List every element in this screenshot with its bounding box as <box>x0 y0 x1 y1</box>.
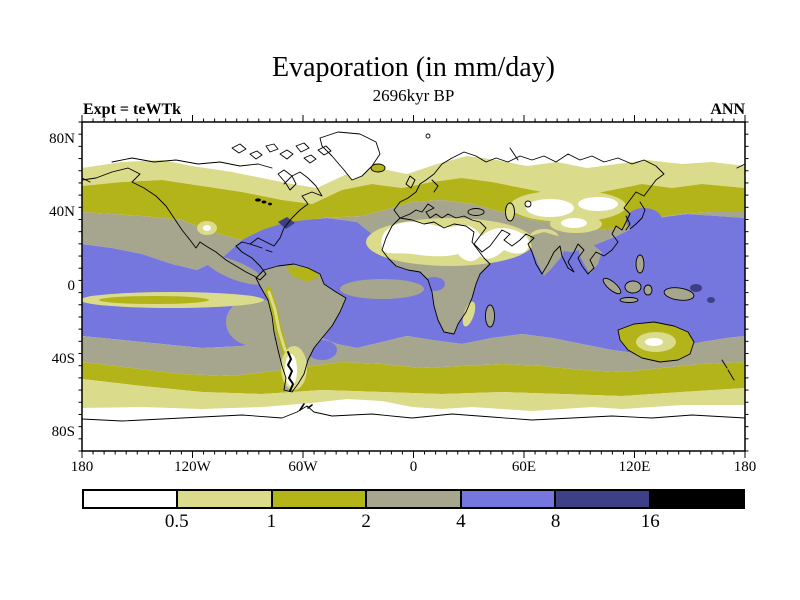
equatorial-atlantic-gray-tongue <box>340 279 424 299</box>
colorbar-cell-1 <box>176 491 271 507</box>
java <box>619 297 639 303</box>
madagascar <box>485 304 495 328</box>
lon-label-60W: 60W <box>288 459 318 475</box>
novaya-zemlya <box>509 147 519 161</box>
sea-of-japan-blue <box>626 208 662 232</box>
aral-sea <box>524 200 532 208</box>
colorbar-cell-4 <box>459 491 555 507</box>
map-art <box>82 122 745 451</box>
united-kingdom <box>405 175 416 189</box>
colorbar-cell-3 <box>365 491 460 507</box>
cuba-hispaniola <box>249 243 273 253</box>
lon-label-180: 180 <box>70 459 94 475</box>
lat-label-40S: 40S <box>51 350 75 367</box>
caspian-sea <box>505 202 515 222</box>
coastline-antarctica <box>82 405 745 422</box>
colorbar-cell-2 <box>270 491 366 507</box>
sulawesi <box>643 284 653 296</box>
colorbar-level-2: 2 <box>361 511 371 532</box>
plot-subtitle: 2696kyr BP <box>372 86 455 105</box>
black-sea <box>467 208 485 216</box>
lat-label-40N: 40N <box>49 204 75 221</box>
canadian-arctic-islands <box>231 142 332 164</box>
greenland <box>319 131 381 181</box>
coastline-eurasia <box>393 151 665 275</box>
coastline-north-america-east <box>235 171 323 275</box>
west-pacific-navy-spot-2 <box>707 297 715 303</box>
experiment-label: Expt = teWTk <box>83 101 182 118</box>
hudson-bay <box>277 169 297 191</box>
bering-strait-edges <box>82 163 745 183</box>
coastline-south-america <box>255 263 347 393</box>
colorbar-level-4: 4 <box>456 511 466 532</box>
axis-ticks <box>78 115 749 458</box>
lat-label-0: 0 <box>67 277 76 294</box>
lon-label-60E: 60E <box>511 459 537 475</box>
season-label: ANN <box>710 101 745 118</box>
tibet-white <box>561 218 587 228</box>
band-pale-south <box>82 379 745 411</box>
borneo <box>624 280 642 294</box>
band-gray-south <box>82 334 745 376</box>
andes-mountain-line <box>287 351 294 392</box>
lon-label-120W: 120W <box>174 459 211 475</box>
sumatra <box>602 277 622 295</box>
japan <box>629 201 646 230</box>
coastline-arctic-canada <box>111 157 273 169</box>
us-southwest-white <box>203 225 211 231</box>
australia-white-center <box>645 338 663 346</box>
lon-label-120E: 120E <box>618 459 651 475</box>
colorbar-level-0.5: 0.5 <box>164 511 189 532</box>
new-zealand <box>721 359 735 381</box>
congo-blue-spot <box>423 277 445 291</box>
coastline-africa <box>381 217 491 335</box>
colorbar-level-16: 16 <box>640 511 660 532</box>
svalbard <box>425 133 431 139</box>
iceland <box>370 163 386 173</box>
south-america-fill <box>256 264 346 392</box>
central-asia-white-1 <box>526 199 574 217</box>
west-pacific-navy-spot-1 <box>690 284 702 292</box>
lat-label-80N: 80N <box>49 131 75 148</box>
colorbar-cell-5 <box>554 491 649 507</box>
colorbar-cell-0 <box>84 491 177 507</box>
great-lakes <box>255 198 272 206</box>
colorbar <box>82 489 745 509</box>
colorbar-level-8: 8 <box>550 511 561 532</box>
sahara-arabia-white <box>381 222 530 262</box>
peru-coast-gray-tongue <box>226 298 282 346</box>
coastline-north-america-west <box>82 167 267 281</box>
colorbar-cell-6 <box>648 491 743 507</box>
colorbar-level-1: 1 <box>266 511 277 532</box>
equatorial-pacific-olive-streak <box>99 296 209 304</box>
central-asia-white-2 <box>578 197 618 211</box>
baltic-sea <box>431 179 439 193</box>
antarctic-peninsula <box>299 403 313 411</box>
lat-label-80S: 80S <box>51 423 75 440</box>
central-america-gray-tongue <box>204 255 264 285</box>
plot-title: Evaporation (in mm/day) <box>271 52 556 83</box>
philippines <box>635 254 645 274</box>
korea <box>625 215 631 231</box>
lon-label-180: 180 <box>733 459 757 475</box>
lon-label-0: 0 <box>409 459 418 475</box>
mozambique-pale-streak <box>462 301 476 327</box>
india-fill <box>530 232 566 276</box>
band-olive-south <box>82 362 745 396</box>
new-guinea <box>663 287 695 301</box>
andes-pale-strip <box>267 290 287 352</box>
indochina-fill <box>578 244 602 274</box>
